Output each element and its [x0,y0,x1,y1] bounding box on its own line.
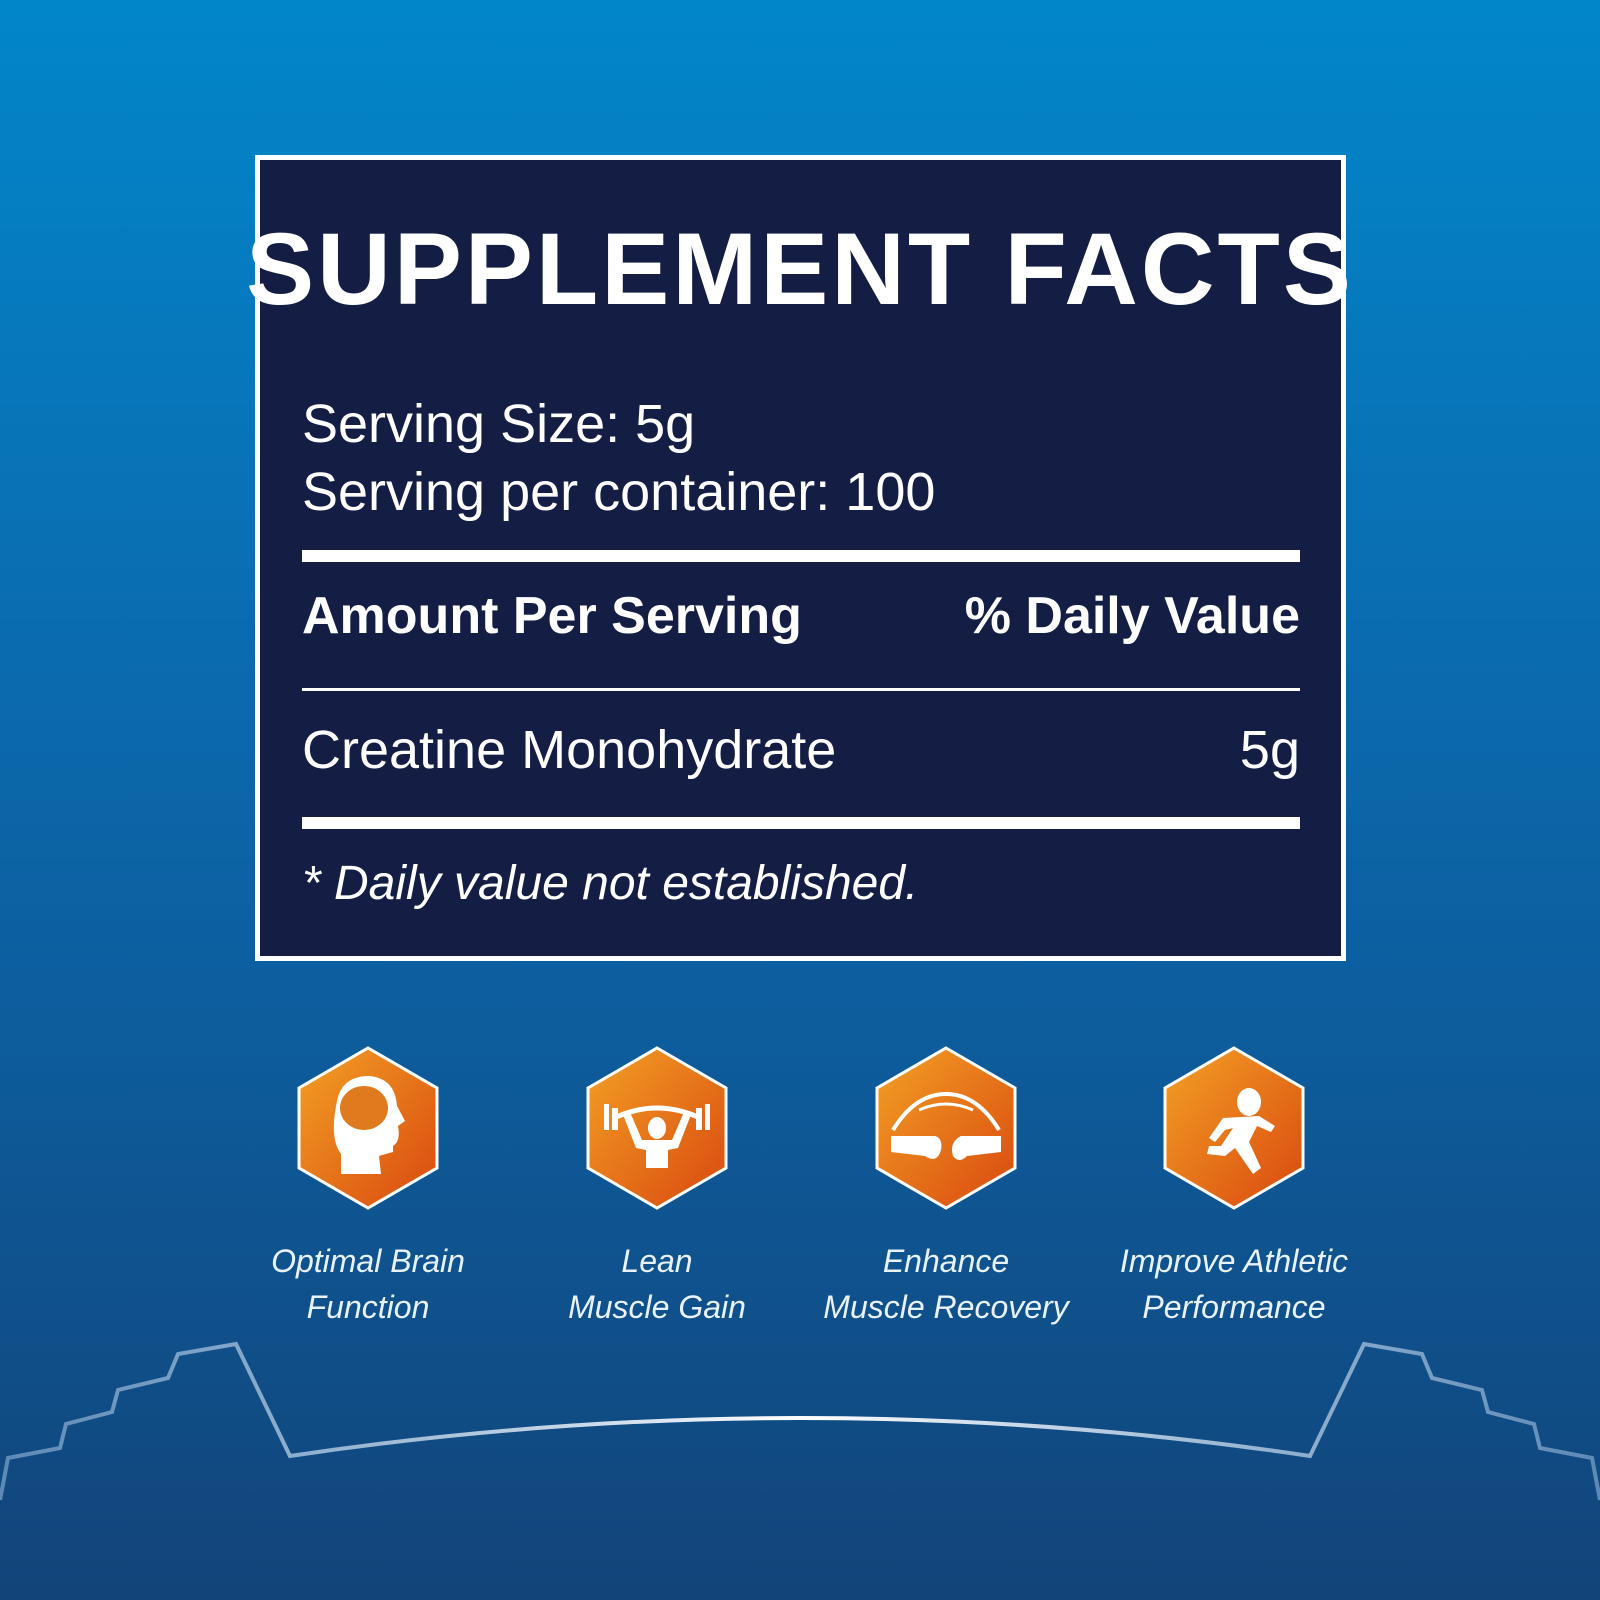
weightlifter-icon [586,1046,728,1210]
ingredient-name: Creatine Monohydrate [302,720,837,780]
runner-icon [1163,1046,1305,1210]
benefit-label: Optimal Brain Function [271,1243,465,1325]
amount-per-serving-header: Amount Per Serving [302,587,802,645]
benefit-label: Lean Muscle Gain [568,1243,746,1325]
benefit-label: Improve Athletic Performance [1119,1243,1349,1325]
stadium-outline [0,1341,1600,1501]
ingredient-amount: 5g [1239,720,1300,780]
joint-icon [875,1046,1017,1210]
servings-per-container: Serving per container: 100 [302,462,936,522]
divider-thin [302,688,1300,691]
page-title: SUPPLEMENT FACTS [246,212,1354,326]
divider-thick [302,550,1300,562]
brain-head-icon [297,1046,439,1210]
serving-size: Serving Size: 5g [302,394,696,454]
benefit-label: Enhance Muscle Recovery [823,1243,1069,1325]
daily-value-header: % Daily Value [964,587,1300,645]
divider-thick [302,817,1300,829]
footnote: * Daily value not established. [302,857,919,910]
